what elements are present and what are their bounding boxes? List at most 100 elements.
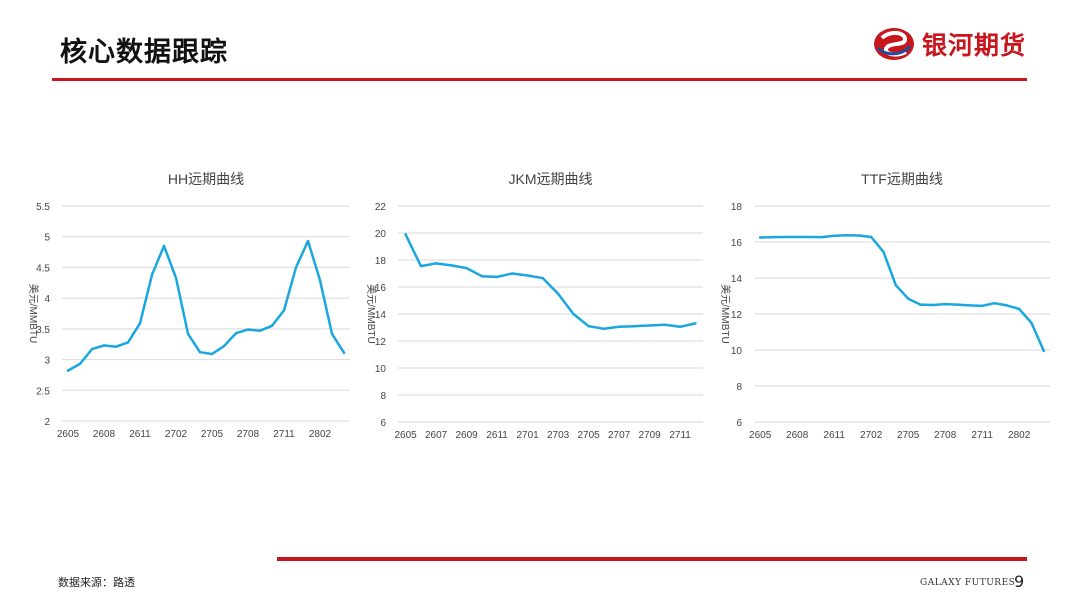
x-tick-label: 2702	[860, 430, 883, 441]
data-point	[465, 266, 468, 270]
data-point	[993, 302, 996, 305]
data-point	[572, 312, 575, 316]
data-point	[795, 235, 799, 239]
x-tick-label: 2708	[934, 430, 957, 441]
jkm-chart: JKM远期曲线 6 8 10 12 14 16 18 20 22 2605 2607 2609 2611 2…	[358, 160, 708, 454]
x-tick-label: 2705	[897, 430, 920, 441]
series-line	[66, 239, 346, 372]
x-tick-label: 2702	[165, 429, 188, 440]
data-point	[633, 324, 636, 328]
y-axis-label: 美元/MMBTU	[365, 284, 378, 343]
data-point	[857, 234, 861, 237]
x-tick-label: 2705	[201, 429, 224, 440]
x-tick-label: 2611	[129, 429, 151, 440]
y-tick-label: 3.5	[36, 325, 50, 336]
data-point	[66, 369, 70, 372]
data-point	[126, 341, 130, 344]
x-tick-label: 2709	[639, 430, 662, 441]
data-point	[90, 347, 94, 351]
data-point	[758, 236, 762, 239]
data-point	[694, 322, 697, 325]
y-tick-label: 5	[44, 233, 50, 244]
ttf-forward-curve-chart: TTF远期曲线 6 8 10 12 14 16 18 2605 2608 2611 2702 2705 2…	[719, 171, 1050, 441]
data-point	[869, 235, 873, 239]
data-point	[330, 332, 334, 335]
y-tick-label: 16	[375, 283, 387, 294]
data-point	[450, 264, 453, 267]
data-point	[820, 235, 824, 239]
data-point	[419, 264, 423, 268]
y-tick-label: 3	[44, 356, 50, 367]
y-tick-label: 8	[380, 391, 386, 402]
data-point	[919, 303, 922, 306]
data-point	[174, 276, 178, 280]
data-point	[968, 304, 972, 307]
x-tick-label: 2605	[395, 430, 418, 441]
data-point	[771, 235, 774, 239]
chart-title: JKM远期曲线	[509, 171, 593, 187]
y-tick-label: 4.5	[36, 263, 50, 274]
data-point	[648, 324, 651, 327]
series-line	[758, 233, 1046, 353]
data-point	[306, 239, 310, 243]
x-tick-label: 2609	[456, 430, 479, 441]
y-tick-label: 12	[731, 310, 743, 321]
data-point	[186, 332, 190, 335]
data-point	[495, 275, 499, 279]
data-point	[162, 244, 166, 248]
data-point	[270, 324, 274, 327]
x-tick-label: 2711	[971, 430, 993, 441]
y-tick-label: 6	[380, 418, 386, 429]
data-point	[511, 272, 514, 275]
x-tick-label: 2705	[578, 430, 601, 441]
y-tick-label: 2.5	[36, 386, 50, 397]
footer-brand: GALAXY FUTURES	[920, 578, 1016, 588]
x-tick-label: 2802	[1008, 430, 1031, 441]
data-point	[318, 279, 322, 282]
brand-logo: 银河期货	[872, 26, 1026, 62]
data-point	[1030, 321, 1033, 325]
data-point	[1042, 349, 1046, 353]
y-tick-label: 18	[375, 256, 387, 267]
series-line	[404, 233, 697, 331]
chart-title: TTF远期曲线	[861, 171, 943, 187]
data-point	[678, 325, 682, 329]
data-point	[526, 274, 529, 277]
data-point	[78, 362, 82, 366]
y-tick-label: 12	[375, 337, 387, 348]
brand-name: 银河期货	[922, 31, 1027, 60]
data-point	[210, 352, 214, 356]
y-tick-label: 18	[731, 202, 743, 213]
data-point	[294, 266, 298, 269]
data-point	[556, 292, 560, 295]
data-point	[1005, 304, 1009, 307]
jkm-forward-curve-chart: JKM远期曲线 6 8 10 12 14 16 18 20 22 2605 2607 2609 2611 2…	[365, 171, 703, 441]
y-tick-label: 10	[375, 364, 387, 375]
y-tick-label: 6	[736, 418, 742, 429]
galaxy-logo-icon	[874, 28, 914, 60]
data-point	[342, 351, 346, 355]
x-tick-label: 2611	[486, 430, 508, 441]
y-tick-label: 22	[375, 202, 387, 213]
x-tick-label: 2708	[237, 429, 260, 440]
data-point	[663, 323, 667, 326]
x-tick-label: 2703	[547, 430, 570, 441]
data-point	[602, 327, 606, 331]
data-point	[617, 325, 621, 329]
data-point	[258, 329, 262, 332]
data-point	[404, 233, 407, 236]
data-point	[587, 324, 590, 328]
data-source-note: 数据来源：路透	[58, 576, 135, 589]
x-tick-label: 2711	[273, 429, 295, 440]
y-tick-label: 4	[44, 294, 50, 305]
data-point	[783, 235, 787, 239]
x-tick-label: 2608	[93, 429, 116, 440]
data-point	[882, 250, 885, 254]
y-tick-label: 2	[44, 417, 50, 428]
x-tick-label: 2607	[425, 430, 448, 441]
x-tick-label: 2611	[823, 430, 845, 441]
data-point	[246, 328, 250, 331]
data-point	[114, 345, 118, 348]
data-point	[832, 234, 836, 237]
data-point	[434, 262, 438, 265]
